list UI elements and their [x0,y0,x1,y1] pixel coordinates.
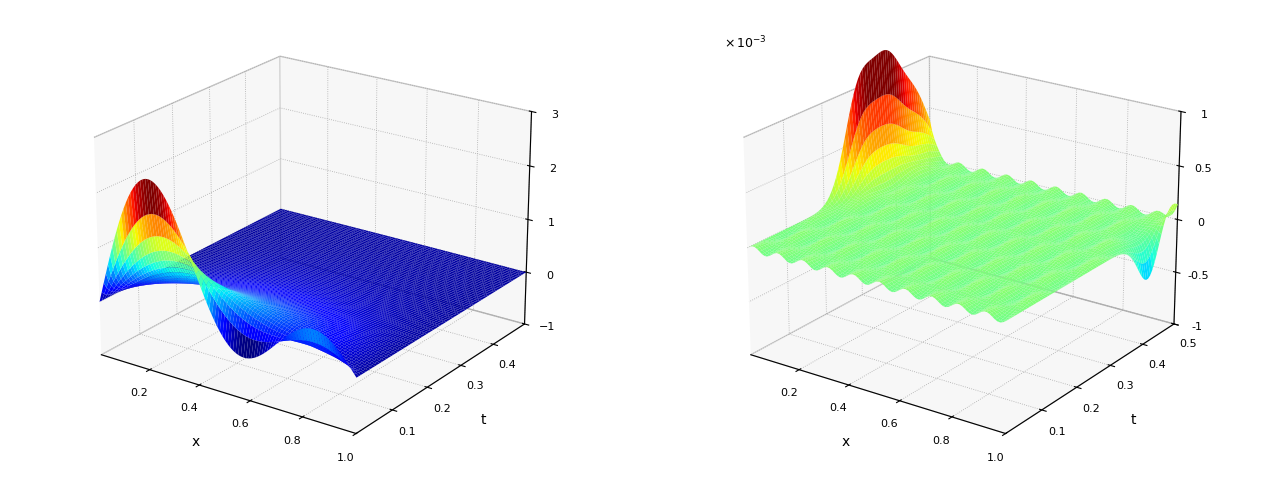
Text: $\times\,10^{-3}$: $\times\,10^{-3}$ [724,35,766,51]
Y-axis label: t: t [1130,413,1136,427]
X-axis label: x: x [842,435,850,449]
Y-axis label: t: t [481,413,486,427]
X-axis label: x: x [191,435,200,449]
